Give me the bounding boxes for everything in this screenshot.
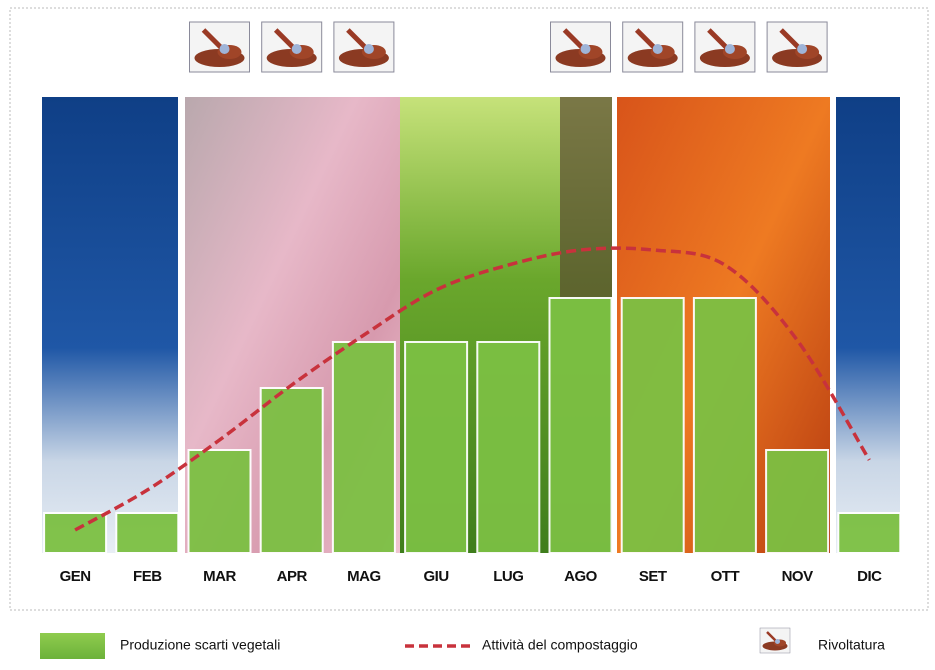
x-tick-label: GEN	[60, 568, 91, 585]
x-tick-label: AGO	[564, 568, 598, 585]
x-tick-label: APR	[277, 568, 308, 585]
icon-head	[797, 44, 808, 54]
icon-fork	[707, 28, 729, 50]
bar	[331, 341, 396, 554]
icon-fork	[766, 631, 777, 642]
x-tick-label: MAR	[203, 568, 236, 585]
turning-icon	[333, 21, 395, 73]
bar	[837, 512, 902, 554]
x-tick-label: NOV	[782, 568, 814, 585]
winter-photo	[42, 97, 178, 553]
icon-head	[775, 639, 780, 644]
compost-line	[74, 246, 871, 532]
icon-head	[291, 44, 302, 54]
bar	[692, 297, 757, 554]
icon-fork	[346, 28, 368, 50]
x-tick-label: LUG	[493, 568, 523, 585]
turning-icon	[622, 21, 684, 73]
x-tick-label: GIU	[424, 568, 449, 585]
icon-fork	[634, 28, 657, 50]
turning-icon	[189, 21, 250, 73]
legend-swatch	[40, 633, 105, 659]
bar	[404, 341, 469, 554]
icon-head	[363, 44, 374, 54]
legend-icon	[759, 627, 791, 654]
bar	[476, 341, 541, 554]
x-tick-label: OTT	[711, 568, 740, 585]
icon-head	[724, 44, 735, 54]
x-tick-label: MAG	[347, 568, 381, 585]
legend-label: Attività del compostaggio	[482, 637, 638, 653]
winter-photo	[836, 97, 900, 553]
bar	[259, 387, 324, 554]
bar	[765, 449, 830, 554]
legend-label: Produzione scarti vegetali	[120, 637, 280, 653]
bar	[548, 297, 613, 554]
icon-fork	[201, 28, 224, 50]
turning-icon	[550, 21, 611, 73]
bar	[187, 449, 252, 554]
x-tick-label: FEB	[133, 568, 162, 585]
icon-fork	[273, 28, 296, 50]
legend-label: Rivoltatura	[818, 637, 885, 653]
x-tick-label: SET	[639, 568, 667, 585]
bar	[620, 297, 685, 554]
tree-trunk	[560, 97, 612, 297]
icon-fork	[779, 28, 801, 50]
turning-icon	[261, 21, 323, 73]
icon-fork	[562, 28, 585, 50]
turning-icon	[694, 21, 756, 73]
x-tick-label: DIC	[857, 568, 882, 585]
icon-head	[652, 44, 663, 54]
legend: Produzione scarti vegetali Attività del …	[40, 627, 885, 659]
icon-head	[580, 44, 591, 54]
turning-icon	[766, 21, 828, 73]
bar	[115, 512, 180, 554]
icon-head	[219, 44, 230, 54]
